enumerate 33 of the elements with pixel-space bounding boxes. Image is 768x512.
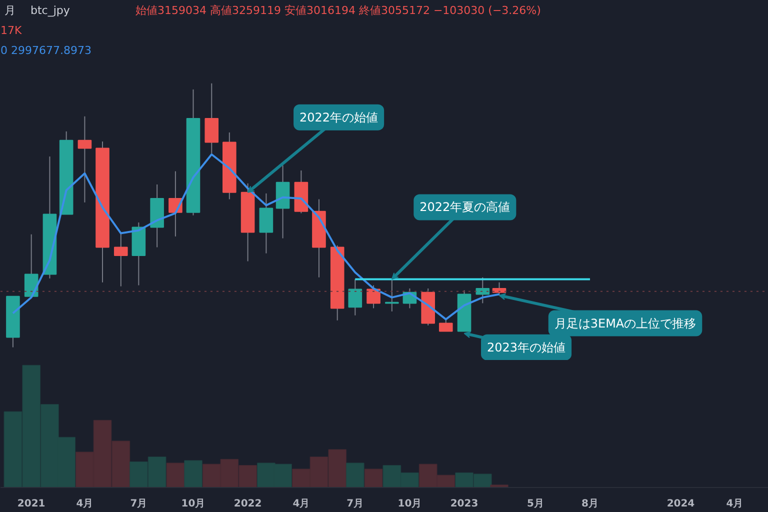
x-tick-label: 7月	[130, 498, 148, 510]
x-tick-label: 2023	[450, 498, 478, 510]
candlestick	[204, 82, 219, 154]
x-tick-label: 2024	[666, 498, 695, 510]
x-tick-label: 5月	[526, 498, 544, 510]
x-tick-label: 4月	[726, 498, 744, 510]
candlestick	[492, 282, 506, 296]
text: btc_jpy	[30, 4, 70, 17]
bar	[364, 468, 383, 488]
x-tick-label: 10月	[181, 498, 206, 510]
bar	[184, 460, 202, 488]
candlestick	[114, 232, 128, 287]
x-tick-label: 7月	[346, 498, 364, 510]
text: 0 2997677.8973	[0, 44, 92, 57]
candlestick	[438, 318, 453, 332]
candlestick	[78, 116, 92, 203]
x-tick-label: 8月	[582, 498, 598, 510]
text: 月	[4, 4, 16, 17]
x-tick-label: 10月	[398, 498, 422, 510]
x-tick-label: 4月	[292, 498, 310, 510]
candlestick	[476, 276, 490, 304]
annotation: 2022年の始値	[300, 110, 378, 124]
candlestick	[366, 284, 380, 309]
x-tick-label: 4月	[76, 498, 94, 510]
bar	[166, 462, 185, 488]
text: 17K	[0, 24, 22, 37]
x-tick-label: 2022	[234, 498, 262, 510]
annotation: 2022年夏の高値	[420, 200, 510, 214]
text: 始値3159034 高値3259119 安値3016194 終値3055172 −103030 (−3.26%)	[136, 4, 541, 17]
candlestick	[348, 278, 362, 316]
bar	[346, 462, 364, 488]
annotation: 月足は3EMAの上位で推移	[554, 316, 696, 330]
x-tick-label: 2021	[17, 498, 46, 510]
